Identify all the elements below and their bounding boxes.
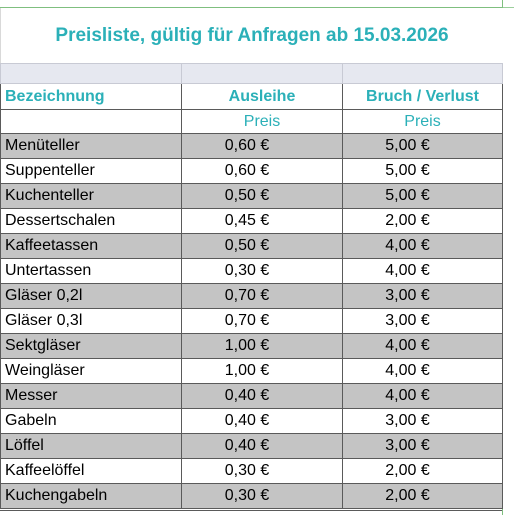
damage-price-cell[interactable]: 5,00 € xyxy=(342,183,503,209)
header-rental-cell[interactable]: Ausleihe xyxy=(181,83,343,110)
rental-price-cell[interactable]: 0,30 € xyxy=(181,483,343,509)
subheader-rental-price-cell[interactable]: Preis xyxy=(181,109,343,134)
spacer-cell[interactable] xyxy=(181,63,343,84)
header-damage-cell[interactable]: Bruch / Verlust xyxy=(342,83,503,110)
damage-price-cell[interactable]: 4,00 € xyxy=(342,233,503,259)
table-row: Untertassen 0,30 €4,00 € xyxy=(0,258,503,284)
gridline-top-right xyxy=(503,7,514,8)
table-row: Menüteller 0,60 €5,00 € xyxy=(0,133,503,159)
table-row: Gläser 0,2l 0,70 €3,00 € xyxy=(0,283,503,309)
damage-price-cell[interactable]: 3,00 € xyxy=(342,308,503,334)
item-name-cell[interactable]: Kaffeelöffel xyxy=(0,458,182,484)
rental-price-cell[interactable]: 0,45 € xyxy=(181,208,343,234)
damage-price-cell[interactable]: 4,00 € xyxy=(342,333,503,359)
item-name-cell[interactable]: Untertassen xyxy=(0,258,182,284)
rental-price-cell[interactable]: 1,00 € xyxy=(181,333,343,359)
subheader-damage-price-cell[interactable]: Preis xyxy=(342,109,503,134)
table-row: Kuchenteller 0,50 €5,00 € xyxy=(0,183,503,209)
item-name-cell[interactable]: Kaffeetassen xyxy=(0,233,182,259)
damage-price-cell[interactable]: 2,00 € xyxy=(342,483,503,509)
rental-price-cell[interactable]: 0,40 € xyxy=(181,408,343,434)
item-name-cell[interactable]: Sektgläser xyxy=(0,333,182,359)
item-name-cell[interactable]: Löffel xyxy=(0,433,182,459)
damage-price-cell[interactable]: 5,00 € xyxy=(342,158,503,184)
damage-price-cell[interactable]: 2,00 € xyxy=(342,458,503,484)
rental-price-cell[interactable]: 0,40 € xyxy=(181,383,343,409)
item-name-cell[interactable]: Gabeln xyxy=(0,408,182,434)
spacer-cell[interactable] xyxy=(342,63,503,84)
price-list-title[interactable]: Preisliste, gültig für Anfragen ab 15.03… xyxy=(0,8,503,63)
damage-price-cell[interactable]: 3,00 € xyxy=(342,408,503,434)
table-row: Kaffeelöffel 0,30 €2,00 € xyxy=(0,458,503,484)
item-name-cell[interactable]: Dessertschalen xyxy=(0,208,182,234)
item-name-cell[interactable]: Gläser 0,2l xyxy=(0,283,182,309)
rental-price-cell[interactable]: 0,40 € xyxy=(181,433,343,459)
table-row: Gabeln 0,40 €3,00 € xyxy=(0,408,503,434)
rental-price-cell[interactable]: 0,50 € xyxy=(181,183,343,209)
rental-price-cell[interactable]: 0,60 € xyxy=(181,133,343,159)
table-row: Kaffeetassen 0,50 €4,00 € xyxy=(0,233,503,259)
subheader-empty-cell[interactable] xyxy=(0,109,182,134)
table-row: Sektgläser 1,00 €4,00 € xyxy=(0,333,503,359)
rental-price-cell[interactable]: 1,00 € xyxy=(181,358,343,384)
item-name-cell[interactable]: Weingläser xyxy=(0,358,182,384)
damage-price-cell[interactable]: 4,00 € xyxy=(342,383,503,409)
gridline-top xyxy=(0,7,502,8)
table-row: Suppenteller 0,60 €5,00 € xyxy=(0,158,503,184)
spacer-cell[interactable] xyxy=(0,63,182,84)
price-table: Bezeichnung Ausleihe Bruch / Verlust Pre… xyxy=(0,63,503,509)
item-name-cell[interactable]: Menüteller xyxy=(0,133,182,159)
damage-price-cell[interactable]: 3,00 € xyxy=(342,433,503,459)
header-row: Bezeichnung Ausleihe Bruch / Verlust xyxy=(0,83,503,110)
damage-price-cell[interactable]: 4,00 € xyxy=(342,258,503,284)
rental-price-cell[interactable]: 0,50 € xyxy=(181,233,343,259)
gridline-right xyxy=(502,0,503,515)
table-bottom-border xyxy=(0,510,502,511)
item-name-cell[interactable]: Messer xyxy=(0,383,182,409)
table-row: Gläser 0,3l 0,70 €3,00 € xyxy=(0,308,503,334)
header-name-cell[interactable]: Bezeichnung xyxy=(0,83,182,110)
item-name-cell[interactable]: Kuchenteller xyxy=(0,183,182,209)
rental-price-cell[interactable]: 0,70 € xyxy=(181,283,343,309)
spacer-row xyxy=(0,63,503,84)
item-name-cell[interactable]: Kuchengabeln xyxy=(0,483,182,509)
subheader-row: Preis Preis xyxy=(0,109,503,134)
table-row: Kuchengabeln 0,30 €2,00 € xyxy=(0,483,503,509)
table-row: Löffel 0,40 €3,00 € xyxy=(0,433,503,459)
damage-price-cell[interactable]: 2,00 € xyxy=(342,208,503,234)
damage-price-cell[interactable]: 5,00 € xyxy=(342,133,503,159)
rental-price-cell[interactable]: 0,70 € xyxy=(181,308,343,334)
item-name-cell[interactable]: Gläser 0,3l xyxy=(0,308,182,334)
damage-price-cell[interactable]: 4,00 € xyxy=(342,358,503,384)
table-row: Weingläser 1,00 €4,00 € xyxy=(0,358,503,384)
rental-price-cell[interactable]: 0,30 € xyxy=(181,458,343,484)
rental-price-cell[interactable]: 0,30 € xyxy=(181,258,343,284)
damage-price-cell[interactable]: 3,00 € xyxy=(342,283,503,309)
table-row: Dessertschalen 0,45 €2,00 € xyxy=(0,208,503,234)
item-name-cell[interactable]: Suppenteller xyxy=(0,158,182,184)
table-row: Messer 0,40 €4,00 € xyxy=(0,383,503,409)
rental-price-cell[interactable]: 0,60 € xyxy=(181,158,343,184)
